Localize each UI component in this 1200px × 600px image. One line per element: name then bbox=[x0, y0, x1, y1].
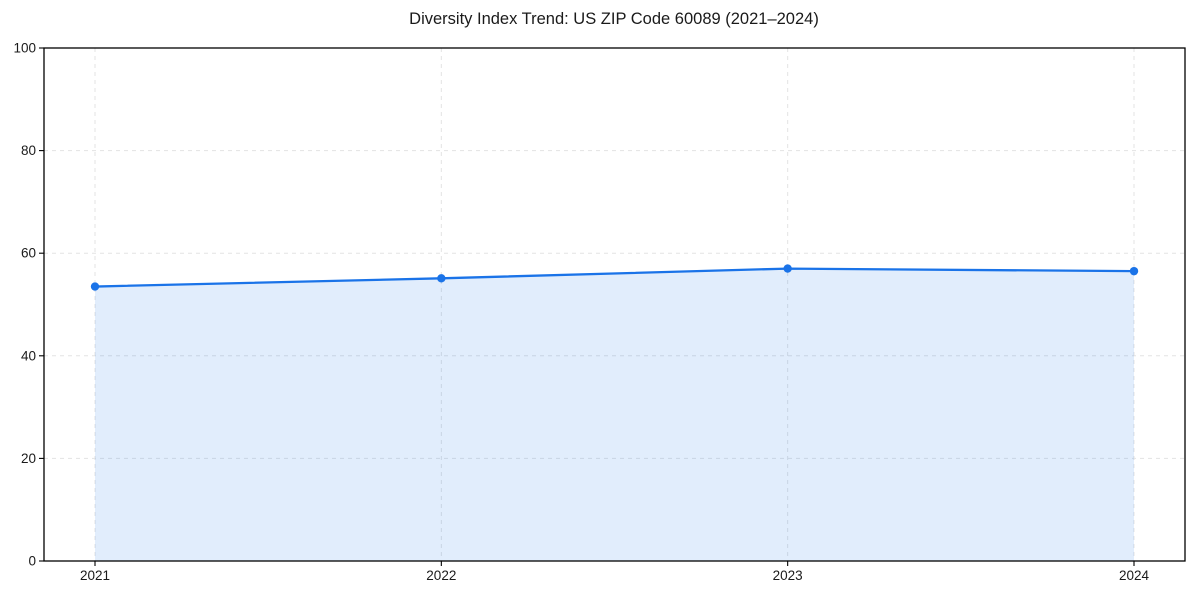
x-tick-label-2021: 2021 bbox=[80, 568, 110, 583]
tick-labels-layer: 2021 2022 2023 2024 0 20 40 60 80 100 bbox=[13, 41, 1149, 584]
plot-border bbox=[43, 47, 1186, 562]
chart-title: Diversity Index Trend: US ZIP Code 60089… bbox=[409, 10, 819, 28]
trend-line-layer bbox=[93, 267, 1136, 288]
axes-layer bbox=[39, 47, 1186, 566]
x-tick-label-2023: 2023 bbox=[773, 568, 803, 583]
y-tick-label-40: 40 bbox=[21, 348, 36, 363]
area-fill-layer bbox=[95, 268, 1134, 561]
trend-line bbox=[93, 267, 1136, 288]
data-point-2021 bbox=[90, 282, 100, 291]
y-tick-label-100: 100 bbox=[13, 41, 36, 56]
x-tick-label-2024: 2024 bbox=[1119, 568, 1150, 583]
area-fill bbox=[95, 268, 1134, 561]
data-point-2024 bbox=[1129, 266, 1139, 276]
y-tick-label-60: 60 bbox=[21, 246, 36, 261]
y-tick-label-0: 0 bbox=[28, 554, 36, 569]
data-points-layer bbox=[90, 264, 1139, 291]
data-point-2023 bbox=[783, 264, 792, 273]
data-point-2022 bbox=[437, 274, 446, 283]
x-tick-label-2022: 2022 bbox=[426, 568, 456, 583]
y-tick-label-20: 20 bbox=[21, 451, 36, 466]
y-tick-label-80: 80 bbox=[21, 143, 36, 158]
